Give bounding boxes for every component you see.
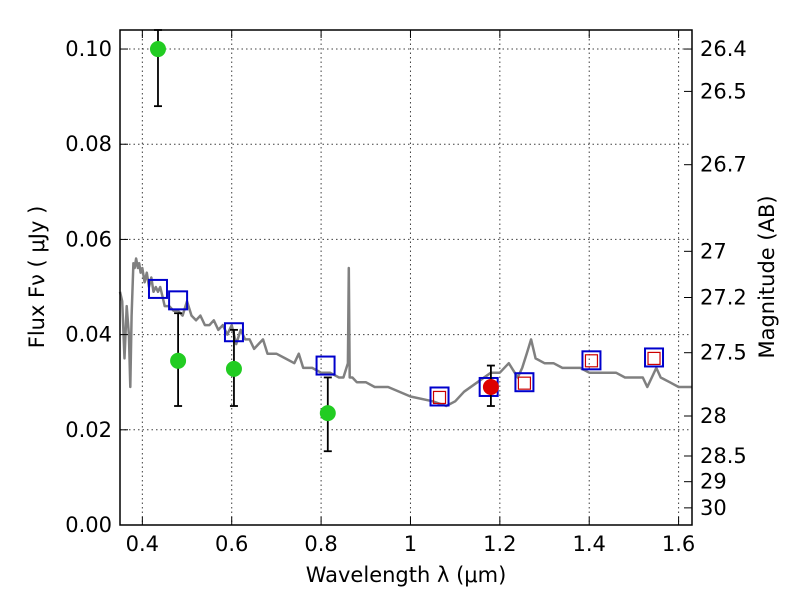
model-photometry-square [514, 372, 535, 393]
x-tick-label: 1 [404, 532, 417, 556]
model-sed-line [118, 257, 692, 408]
y-axis-label: Flux Fν ( μJy ) [25, 206, 49, 349]
detection-point [482, 378, 499, 395]
y-tick-label: 0.06 [65, 227, 112, 251]
right-tick-label: 27 [700, 239, 727, 263]
right-axis-label: Magnitude (AB) [755, 195, 779, 358]
grid-lines [120, 30, 692, 525]
right-tick-label: 26.4 [700, 37, 747, 61]
right-tick-label: 28 [700, 404, 727, 428]
model-photometry-square [644, 347, 665, 368]
right-tick-label: 26.7 [700, 153, 747, 177]
model-photometry-square [581, 350, 602, 371]
optical-point [149, 41, 166, 58]
plot-frame [119, 29, 693, 526]
x-tick-label: 0.6 [215, 532, 248, 556]
x-tick-label: 0.8 [304, 532, 337, 556]
x-tick-label: 1.2 [483, 532, 516, 556]
model-photometry-square [315, 355, 336, 376]
y-tick-label: 0.08 [65, 132, 112, 156]
data-layer [118, 29, 692, 453]
optical-point [319, 405, 336, 422]
y-tick-label: 0.04 [65, 323, 112, 347]
observed-square [647, 351, 661, 366]
observed-square [584, 354, 599, 368]
right-tick-label: 30 [700, 496, 727, 520]
optical-point [170, 352, 187, 369]
model-photometry-square [147, 278, 168, 299]
model-photometry-square [429, 386, 450, 407]
x-tick-label: 0.4 [126, 532, 159, 556]
right-tick-label: 27.2 [700, 285, 747, 309]
right-tick-label: 29 [700, 470, 727, 494]
observed-square [517, 376, 532, 390]
x-tick-label: 1.6 [662, 532, 695, 556]
right-tick-label: 28.5 [700, 444, 747, 468]
x-axis-label: Wavelength λ (μm) [306, 563, 507, 587]
model-photometry-square [168, 290, 189, 311]
right-tick-label: 26.5 [700, 79, 747, 103]
right-tick-label: 27.5 [700, 341, 747, 365]
axes: 0.4 0.6 0.8 1 1.2 1.4 1.6 0.00 0.02 0.04 0.06 0.08 0… [65, 30, 747, 556]
optical-point [225, 360, 242, 377]
y-tick-label: 0.10 [65, 37, 112, 61]
y-tick-label: 0.02 [65, 418, 112, 442]
x-tick-label: 1.4 [573, 532, 606, 556]
y-tick-label: 0.00 [65, 513, 112, 537]
observed-square [432, 390, 447, 405]
